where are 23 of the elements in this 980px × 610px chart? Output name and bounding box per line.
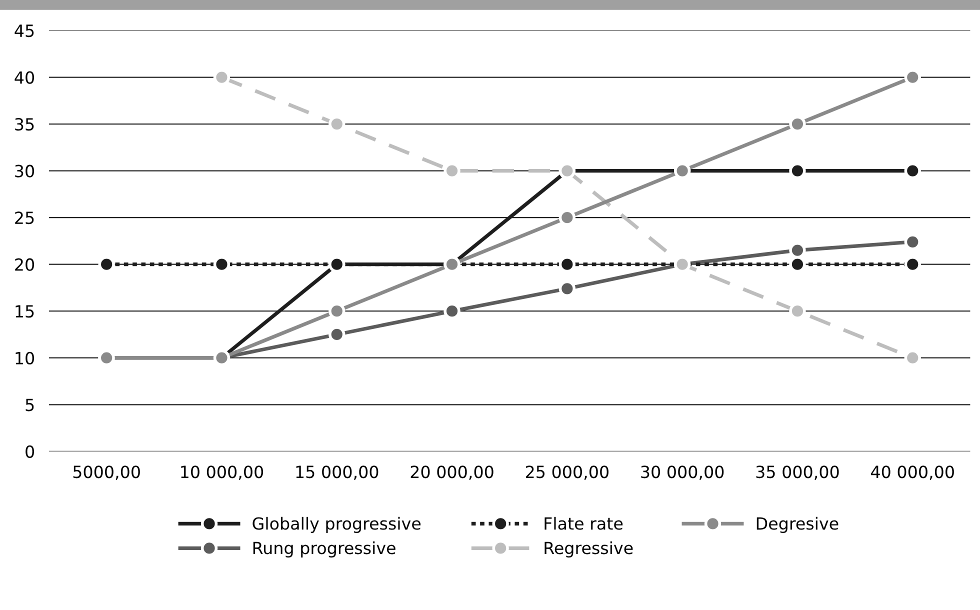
y-tick-label: 25 [15, 212, 34, 224]
y-tick-label: 5 [26, 398, 34, 412]
y-tick-label: 20 [15, 258, 34, 271]
legend-label: Regressive [544, 541, 633, 558]
x-tick-label: 25 000,00 [526, 466, 608, 480]
y-tick-label: 45 [14, 24, 34, 38]
x-tick-label: 40 000,00 [871, 466, 954, 480]
y-tick-label: 40 [14, 71, 34, 84]
x-tick-label: 15 000,00 [296, 466, 378, 480]
legend-label: Rung progressive [253, 541, 396, 558]
y-tick-label: 35 [15, 118, 34, 131]
legend-label: Flate rate [544, 516, 623, 530]
x-tick-label: 10 000,00 [181, 466, 264, 480]
x-tick-label: 30 000,00 [641, 466, 724, 480]
x-tick-label: 35 000,00 [756, 466, 839, 480]
x-tick-label: 5000,00 [73, 466, 140, 480]
legend-label: Degresive [756, 516, 838, 534]
legend-label: Globally progressive [252, 516, 421, 534]
y-tick-label: 15 [16, 305, 34, 318]
x-tick-label: 20 000,00 [410, 466, 494, 480]
y-tick-label: 30 [15, 164, 34, 178]
y-tick-label: 0 [26, 445, 34, 458]
y-tick-label: 10 [16, 352, 34, 364]
